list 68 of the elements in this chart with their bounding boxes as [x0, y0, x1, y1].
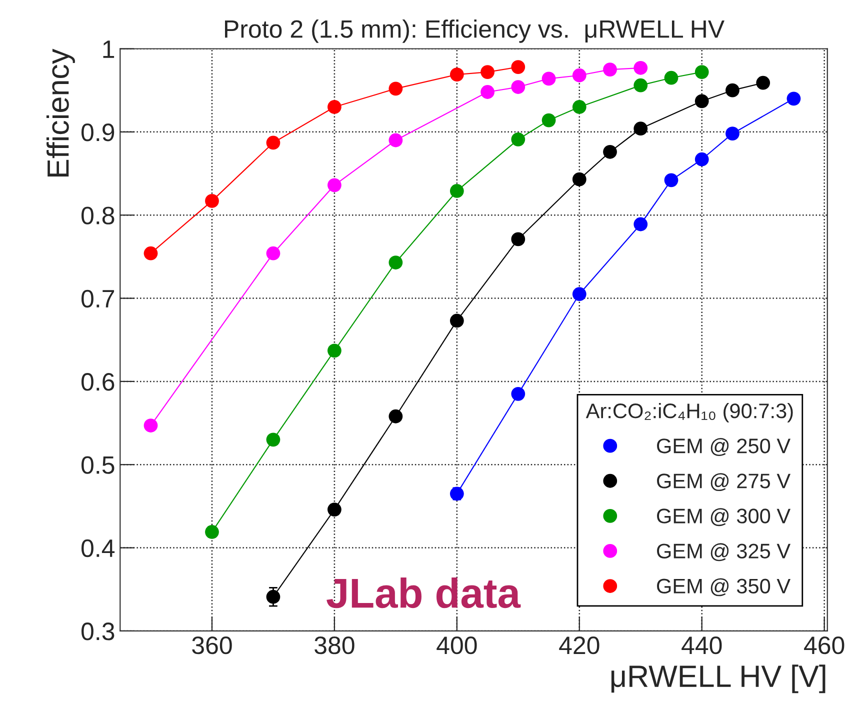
- point: [511, 60, 526, 74]
- point: [542, 72, 556, 86]
- point: [572, 100, 586, 114]
- point: [144, 246, 158, 260]
- point: [726, 126, 740, 141]
- x-tick-label: 460: [804, 636, 844, 654]
- x-tick-label: 440: [682, 636, 722, 654]
- x-tick-label: 360: [192, 636, 232, 654]
- point: [664, 173, 678, 188]
- point: [542, 113, 556, 128]
- point: [480, 85, 494, 99]
- point: [480, 65, 494, 79]
- point: [328, 178, 342, 192]
- legend-label: GEM @ 325 V: [657, 543, 790, 562]
- point: [144, 418, 158, 432]
- point: [634, 217, 648, 232]
- point: [388, 82, 403, 96]
- point: [266, 246, 280, 260]
- point: [511, 232, 526, 246]
- point: [450, 184, 464, 198]
- chart-title: Proto 2 (1.5 mm): Efficiency vs. μRWELL HV: [225, 20, 724, 43]
- x-axis-title: μRWELL HV [V]: [611, 664, 826, 694]
- point: [756, 76, 770, 90]
- point: [266, 136, 280, 150]
- annotation: JLab data: [326, 577, 521, 608]
- point: [450, 314, 464, 328]
- point: [388, 409, 403, 424]
- legend-label: GEM @ 300 V: [657, 508, 790, 526]
- point: [266, 432, 280, 447]
- y-tick-label: 0.4: [81, 539, 115, 558]
- y-tick-label: 0.7: [81, 290, 114, 308]
- legend-label: GEM @ 350 V: [657, 578, 790, 596]
- point: [694, 65, 709, 79]
- point: [450, 68, 464, 82]
- y-tick-label: 0.3: [81, 622, 114, 640]
- point: [634, 78, 648, 92]
- y-tick-label: 0.9: [81, 124, 114, 142]
- x-tick-label: 420: [559, 636, 600, 654]
- point: [664, 70, 678, 85]
- point: [572, 68, 586, 82]
- point: [726, 83, 740, 98]
- y-axis-title: Efficiency: [46, 48, 75, 176]
- point: [328, 100, 342, 114]
- y-tick-label: 0.8: [81, 206, 114, 224]
- point: [694, 94, 709, 108]
- y-tick-label: 0.6: [81, 373, 114, 391]
- point: [328, 344, 342, 358]
- point: [572, 172, 586, 186]
- point: [634, 122, 648, 136]
- point: [572, 287, 586, 302]
- legend-label: GEM @ 250 V: [657, 438, 790, 456]
- point: [511, 132, 526, 146]
- point: [634, 60, 648, 75]
- point: [603, 144, 617, 159]
- x-tick-label: 380: [314, 636, 354, 654]
- point: [511, 386, 526, 401]
- point: [786, 92, 801, 106]
- y-tick-label: 0.5: [81, 456, 114, 474]
- point: [388, 133, 403, 148]
- point: [603, 62, 617, 76]
- point: [205, 194, 219, 208]
- point: [511, 80, 526, 94]
- legend-title: Ar:CO₂:iC₄H₁₀ (90:7:3): [586, 402, 793, 422]
- x-tick-label: 400: [436, 636, 477, 654]
- point: [694, 152, 709, 166]
- legend-label: GEM @ 275 V: [657, 473, 790, 492]
- point: [388, 256, 403, 270]
- y-tick-label: 1: [103, 40, 114, 58]
